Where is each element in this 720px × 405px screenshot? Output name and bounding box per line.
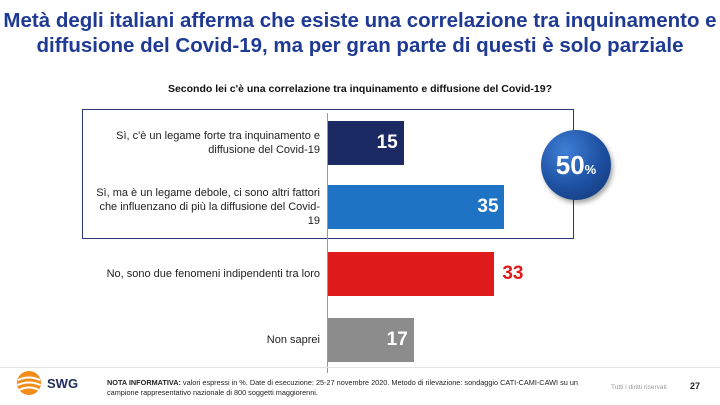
value-label-1: 15 <box>376 132 398 153</box>
note-text: valori espressi in %. Date di esecuzione… <box>107 378 578 397</box>
category-label-3: No, sono due fenomeni indipendenti tra l… <box>106 268 320 280</box>
yes-total-badge: 50 % <box>541 130 611 200</box>
category-label-2: Sì, ma è un legame debole, ci sono altri… <box>96 187 320 227</box>
swg-globe-icon <box>17 371 41 395</box>
methodology-note: NOTA INFORMATIVA: valori espressi in %. … <box>107 378 597 398</box>
bar-2 <box>328 185 505 229</box>
chart-axis-line <box>327 113 328 373</box>
category-label-4: Non saprei <box>266 334 320 346</box>
footer-divider <box>0 367 720 368</box>
value-label-3: 33 <box>502 263 524 284</box>
rights-text: Tutti i diritti riservati <box>611 384 667 391</box>
note-label: NOTA INFORMATIVA: <box>107 378 181 387</box>
category-label-1: Sì, c'è un legame forte tra inquinamento… <box>116 130 320 156</box>
yes-total-unit: % <box>584 161 597 177</box>
chart-question: Secondo lei c'è una correlazione tra inq… <box>167 83 553 95</box>
yes-total-value: 50 <box>555 149 585 180</box>
value-label-4: 17 <box>386 329 408 350</box>
bar-1 <box>328 121 404 165</box>
value-label-2: 35 <box>477 196 499 217</box>
bar-4 <box>328 318 414 362</box>
logo-text: SWG <box>47 375 79 391</box>
bar-3 <box>328 252 495 296</box>
page-number: 27 <box>690 381 701 391</box>
slide-title: Metà degli italiani afferma che esiste u… <box>3 9 717 57</box>
swg-logo: SWG <box>16 370 78 396</box>
